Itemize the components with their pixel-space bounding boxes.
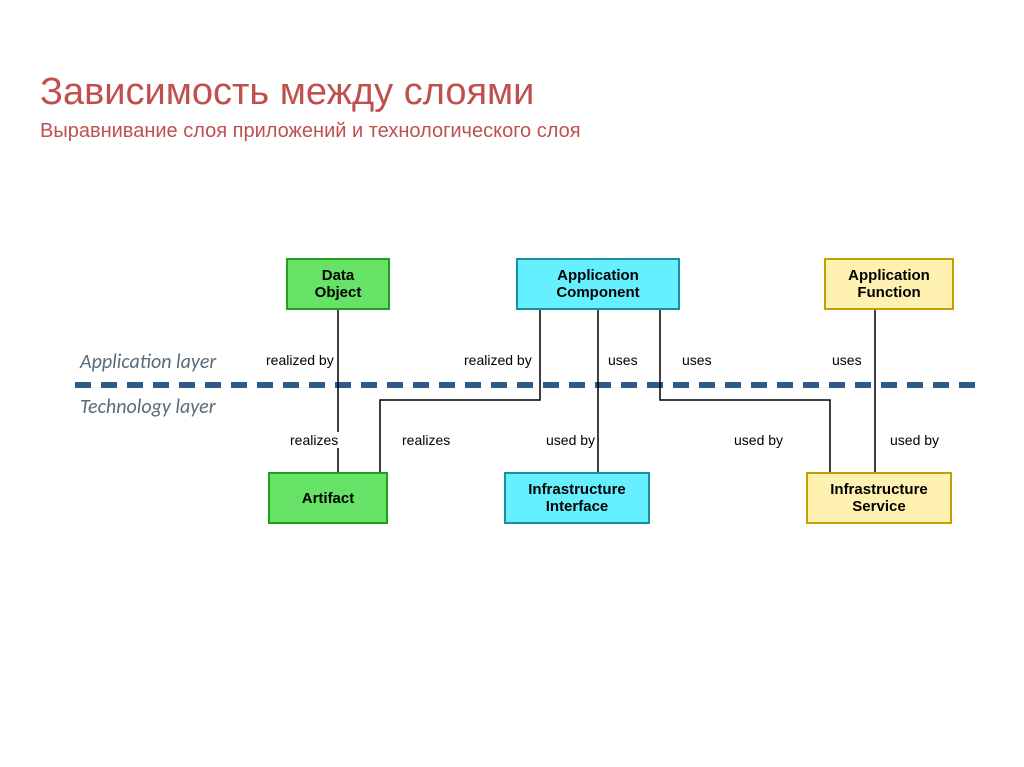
- node-data-object: DataObject: [286, 258, 390, 310]
- node-infrastructure-service: InfrastructureService: [806, 472, 952, 524]
- layer-label-technology: Technology layer: [80, 395, 216, 419]
- node-artifact: Artifact: [268, 472, 388, 524]
- layer-label-application: Application layer: [80, 350, 216, 374]
- edge-label-top-4: uses: [830, 352, 864, 368]
- node-application-function: ApplicationFunction: [824, 258, 954, 310]
- edge-label-bottom-0: realizes: [288, 432, 340, 448]
- node-application-component: ApplicationComponent: [516, 258, 680, 310]
- edge-label-top-1: realized by: [462, 352, 534, 368]
- edge-label-bottom-3: used by: [732, 432, 785, 448]
- edge-label-top-3: uses: [680, 352, 714, 368]
- edge-label-bottom-1: realizes: [400, 432, 452, 448]
- edge-label-bottom-4: used by: [888, 432, 941, 448]
- node-infrastructure-interface: InfrastructureInterface: [504, 472, 650, 524]
- edge-label-top-0: realized by: [264, 352, 336, 368]
- edge-label-top-2: uses: [606, 352, 640, 368]
- diagram-svg: [0, 0, 1024, 767]
- edge-label-bottom-2: used by: [544, 432, 597, 448]
